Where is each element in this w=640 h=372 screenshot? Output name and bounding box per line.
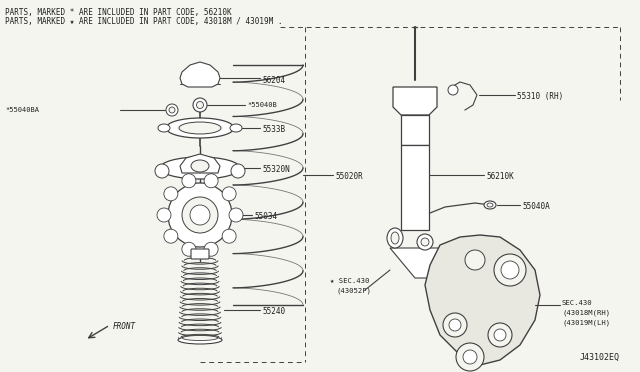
Text: J43102EQ: J43102EQ — [580, 353, 620, 362]
Text: 55040A: 55040A — [522, 202, 550, 211]
Circle shape — [182, 174, 196, 188]
Circle shape — [157, 208, 171, 222]
Polygon shape — [180, 154, 220, 173]
Text: 56204: 56204 — [262, 76, 285, 85]
Circle shape — [488, 323, 512, 347]
Text: 56210K: 56210K — [486, 172, 514, 181]
Circle shape — [164, 229, 178, 243]
Circle shape — [182, 197, 218, 233]
Circle shape — [166, 104, 178, 116]
Text: *55040B: *55040B — [247, 102, 276, 108]
Circle shape — [463, 350, 477, 364]
Text: *55040BA: *55040BA — [5, 107, 39, 113]
Bar — [401, 145, 429, 230]
Ellipse shape — [387, 228, 403, 248]
Circle shape — [449, 319, 461, 331]
Circle shape — [196, 102, 204, 109]
Circle shape — [204, 174, 218, 188]
Text: (43018M(RH): (43018M(RH) — [562, 310, 610, 317]
Circle shape — [164, 187, 178, 201]
Circle shape — [222, 229, 236, 243]
Text: (43019M(LH): (43019M(LH) — [562, 320, 610, 327]
Circle shape — [155, 164, 169, 178]
Text: (43052F): (43052F) — [337, 288, 372, 295]
Ellipse shape — [484, 201, 496, 209]
Text: 55034: 55034 — [254, 212, 277, 221]
Circle shape — [169, 107, 175, 113]
Ellipse shape — [391, 232, 399, 244]
Circle shape — [190, 205, 210, 225]
Polygon shape — [425, 235, 540, 365]
Text: ★ SEC.430: ★ SEC.430 — [330, 278, 369, 284]
Ellipse shape — [178, 336, 222, 344]
Ellipse shape — [179, 122, 221, 134]
Circle shape — [456, 343, 484, 371]
Ellipse shape — [182, 336, 218, 340]
Circle shape — [448, 85, 458, 95]
Text: FRONT: FRONT — [113, 322, 136, 331]
Circle shape — [231, 164, 245, 178]
Text: SEC.430: SEC.430 — [562, 300, 593, 306]
Ellipse shape — [158, 124, 170, 132]
Text: 55240: 55240 — [262, 307, 285, 316]
Bar — [401, 115, 429, 145]
Ellipse shape — [487, 203, 493, 207]
Circle shape — [222, 187, 236, 201]
Circle shape — [193, 98, 207, 112]
Circle shape — [465, 250, 485, 270]
Text: 55020R: 55020R — [335, 172, 363, 181]
Text: 55320N: 55320N — [262, 165, 290, 174]
Ellipse shape — [160, 157, 240, 179]
Text: PARTS, MARKED * ARE INCLUDED IN PART CODE, 56210K: PARTS, MARKED * ARE INCLUDED IN PART COD… — [5, 8, 232, 17]
FancyBboxPatch shape — [191, 249, 209, 259]
Circle shape — [229, 208, 243, 222]
Circle shape — [204, 242, 218, 256]
Circle shape — [168, 183, 232, 247]
Circle shape — [182, 242, 196, 256]
Circle shape — [494, 254, 526, 286]
Ellipse shape — [166, 118, 234, 138]
Text: 5533B: 5533B — [262, 125, 285, 134]
Circle shape — [421, 238, 429, 246]
Polygon shape — [390, 248, 505, 278]
Circle shape — [443, 313, 467, 337]
Polygon shape — [180, 62, 220, 87]
Ellipse shape — [191, 160, 209, 172]
Text: 55310 (RH): 55310 (RH) — [517, 92, 563, 101]
Polygon shape — [393, 87, 437, 115]
Circle shape — [494, 329, 506, 341]
Circle shape — [417, 234, 433, 250]
Circle shape — [501, 261, 519, 279]
Text: PARTS, MARKED ★ ARE INCLUDED IN PART CODE, 43018M / 43019M .: PARTS, MARKED ★ ARE INCLUDED IN PART COD… — [5, 17, 282, 26]
Ellipse shape — [230, 124, 242, 132]
